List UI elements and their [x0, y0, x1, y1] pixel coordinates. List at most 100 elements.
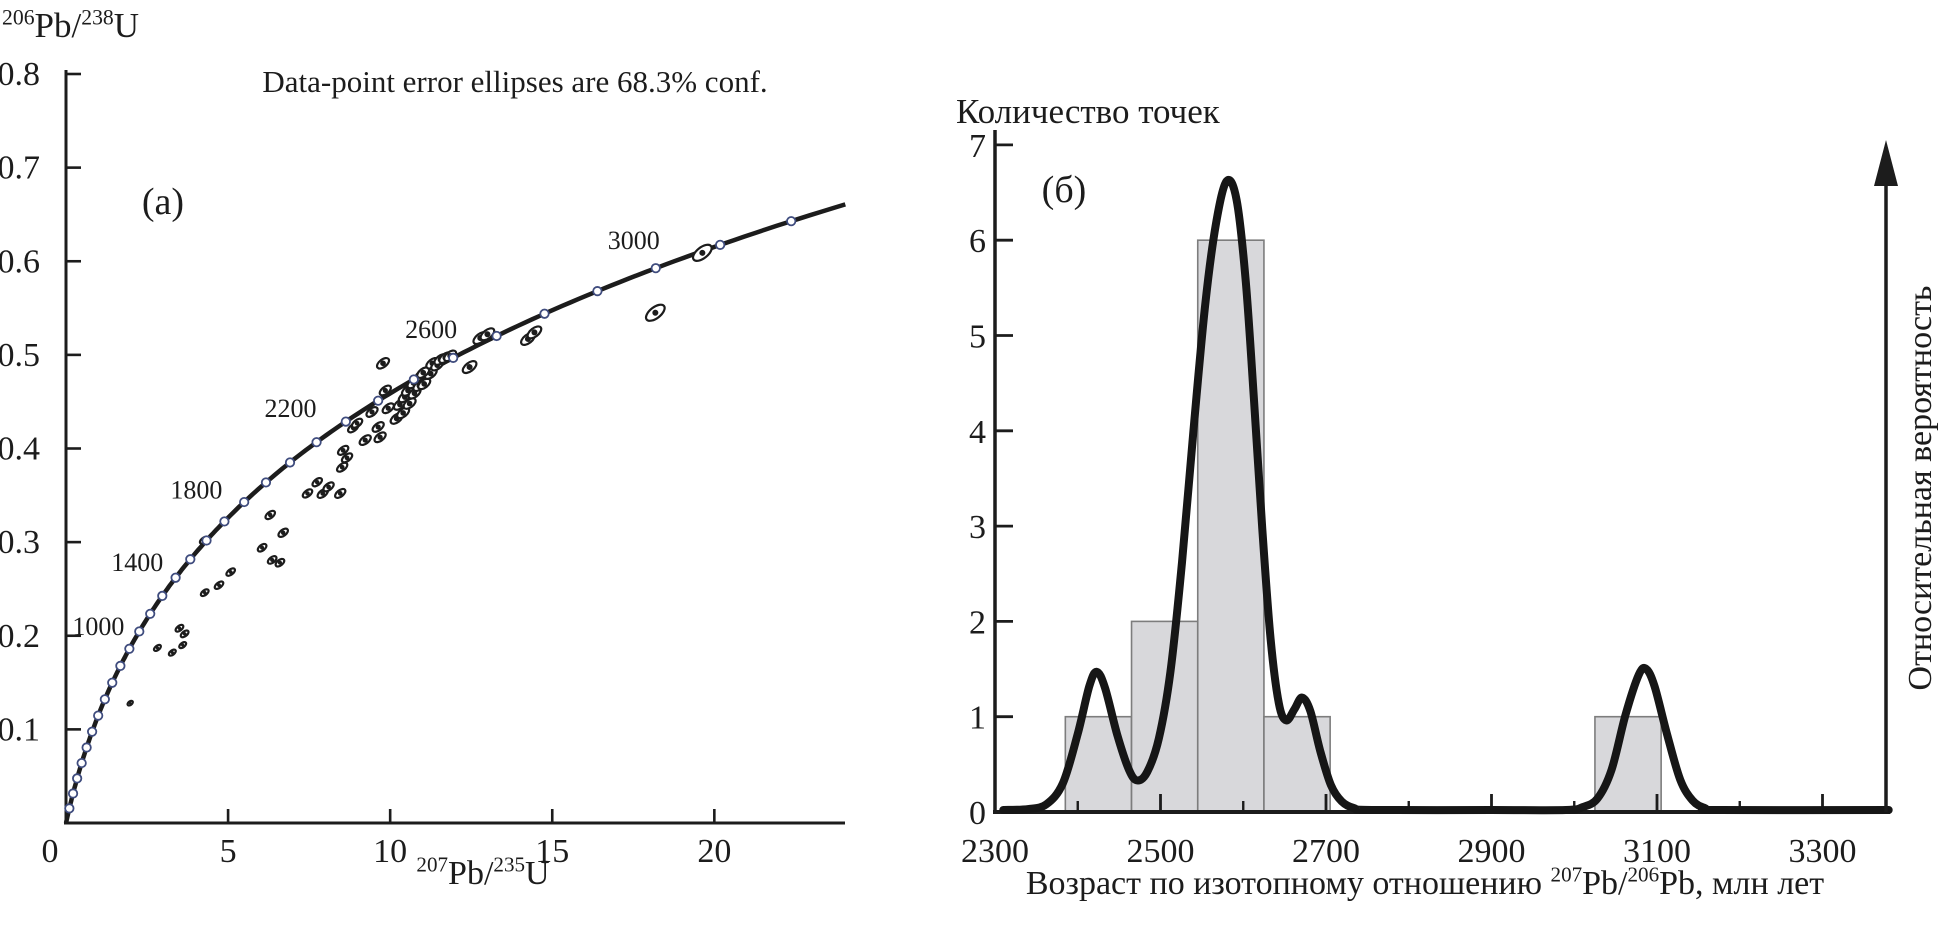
- concordia-age-marker: [81, 742, 92, 753]
- concordia-age-marker: [340, 416, 351, 427]
- error-ellipse: [152, 643, 162, 653]
- y-tick-label-b: 0: [969, 795, 986, 832]
- concordia-age-marker: [115, 660, 126, 671]
- concordia-age-label: 1400: [111, 548, 163, 577]
- error-ellipse-center-dot: [340, 447, 346, 453]
- error-ellipse-center-dot: [305, 491, 310, 496]
- error-ellipse-center-dot: [182, 632, 187, 636]
- y-tick-label-a: 0.4: [0, 431, 40, 468]
- concordia-age-marker: [311, 437, 322, 448]
- error-ellipse-center-dot: [320, 491, 326, 496]
- concordia-age-marker: [448, 352, 459, 363]
- error-ellipse: [213, 580, 225, 590]
- concordia-age-marker: [592, 286, 603, 297]
- y-tick-label-a: 0.2: [0, 618, 40, 655]
- error-ellipse-center-dot: [170, 650, 174, 655]
- error-ellipse: [402, 397, 417, 410]
- x-axis-title-concordia: 207Pb/235U: [416, 852, 550, 892]
- x-tick-label-a: 20: [697, 833, 731, 870]
- error-ellipse: [340, 452, 354, 464]
- concordia-age-marker: [134, 626, 145, 637]
- error-ellipse: [378, 384, 392, 397]
- error-ellipse: [526, 325, 543, 340]
- error-ellipse: [371, 421, 385, 433]
- error-ellipse: [266, 555, 278, 565]
- concordia-age-label: 1000: [72, 612, 124, 641]
- y-tick-label-a: 0.1: [0, 711, 40, 748]
- histogram-bar: [1594, 715, 1662, 813]
- concordia-age-marker: [93, 710, 104, 721]
- error-ellipse: [350, 417, 364, 429]
- y-tick-label-b: 3: [969, 509, 986, 546]
- x-tick-label-a: 0: [42, 833, 59, 870]
- x-tick-label-b: 3300: [1789, 833, 1857, 870]
- y-axis-title-concordia: 206Pb/238U: [2, 5, 140, 45]
- concordia-age-label: 2200: [265, 394, 317, 423]
- concordia-age-marker: [145, 608, 156, 619]
- chart-a-title: Data-point error ellipses are 68.3% conf…: [262, 64, 768, 99]
- error-ellipse-center-dot: [181, 643, 185, 647]
- concordia-age-marker: [99, 694, 110, 705]
- concordia-age-marker: [715, 239, 726, 250]
- x-tick-label-a: 10: [373, 833, 407, 870]
- error-ellipse: [381, 402, 395, 415]
- y-tick-label-b: 1: [969, 700, 986, 737]
- error-ellipse: [644, 303, 666, 322]
- concordia-age-marker: [72, 773, 83, 784]
- error-ellipse-center-dot: [382, 387, 388, 394]
- error-ellipse-center-dot: [228, 570, 233, 575]
- y-tick-label-a: 0.8: [0, 56, 40, 93]
- error-ellipse: [264, 509, 277, 521]
- x-tick-label-a: 15: [535, 833, 569, 870]
- error-ellipse: [274, 557, 286, 568]
- error-ellipse: [167, 648, 177, 657]
- error-ellipse: [334, 487, 347, 500]
- error-ellipse: [178, 641, 188, 650]
- error-ellipse-center-dot: [531, 329, 538, 336]
- chart-b: 0 1 2 3 4 5 6 7 2300 2500 2700 2900 3100 3300: [961, 128, 1898, 870]
- error-ellipse-center-dot: [385, 405, 391, 411]
- concordia-age-marker: [650, 263, 661, 274]
- error-ellipse-center-dot: [375, 424, 381, 430]
- error-ellipse: [691, 243, 713, 262]
- error-ellipse: [179, 629, 190, 639]
- error-ellipse: [336, 444, 350, 456]
- y-tick-label-a: 0.5: [0, 337, 40, 374]
- error-ellipse-center-dot: [277, 560, 283, 565]
- y-axis-title-histogram: Количество точек: [956, 92, 1220, 131]
- y-tick-label-b: 5: [969, 319, 986, 356]
- concordia-age-label: 2600: [405, 315, 457, 344]
- error-ellipse-center-dot: [177, 626, 182, 631]
- error-ellipse-center-dot: [337, 491, 343, 496]
- concordia-age-marker: [408, 374, 419, 385]
- error-ellipse-center-dot: [369, 409, 375, 415]
- y-tick-label-b: 7: [969, 128, 986, 165]
- error-ellipse-center-dot: [260, 545, 265, 550]
- error-ellipse-center-dot: [280, 530, 286, 536]
- concordia-age-marker: [64, 803, 75, 814]
- panel-label-b: (б): [1041, 169, 1087, 211]
- error-ellipse: [174, 623, 185, 633]
- concordia-age-marker: [67, 788, 79, 799]
- error-ellipse: [479, 327, 496, 342]
- error-ellipse-center-dot: [400, 410, 406, 416]
- x-tick-label-b: 2700: [1292, 833, 1360, 870]
- concordia-age-marker: [491, 330, 502, 342]
- error-ellipse-center-dot: [202, 590, 207, 595]
- error-ellipse-center-dot: [217, 583, 221, 588]
- error-ellipse: [461, 360, 478, 375]
- x-tick-label-b: 2300: [961, 833, 1029, 870]
- error-ellipse-center-dot: [326, 484, 331, 490]
- y-tick-label-b: 6: [969, 223, 986, 260]
- y-tick-label-a: 0.6: [0, 243, 40, 280]
- panel-label-a: (a): [141, 181, 185, 223]
- concordia-age-marker: [185, 554, 196, 565]
- error-ellipse-center-dot: [344, 455, 350, 461]
- concordia-age-marker: [260, 477, 272, 488]
- error-ellipse-center-dot: [466, 364, 473, 371]
- concordia-age-marker: [539, 308, 550, 319]
- error-ellipse: [417, 377, 432, 391]
- histogram-bar: [1196, 239, 1265, 813]
